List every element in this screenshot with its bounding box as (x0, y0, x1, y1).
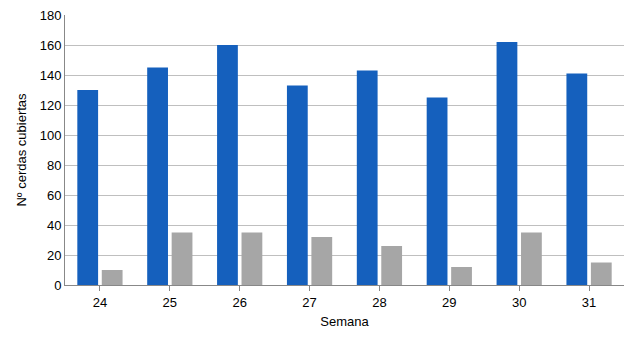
svg-text:31: 31 (582, 295, 596, 310)
svg-text:29: 29 (442, 295, 456, 310)
svg-text:120: 120 (40, 98, 62, 113)
svg-text:Semana: Semana (320, 314, 369, 329)
svg-text:100: 100 (40, 128, 62, 143)
svg-text:140: 140 (40, 68, 62, 83)
svg-text:180: 180 (40, 8, 62, 23)
svg-text:30: 30 (512, 295, 526, 310)
svg-text:60: 60 (47, 188, 61, 203)
svg-text:40: 40 (47, 218, 61, 233)
svg-text:20: 20 (47, 248, 61, 263)
svg-text:0: 0 (54, 278, 61, 293)
svg-text:27: 27 (302, 295, 316, 310)
svg-text:160: 160 (40, 38, 62, 53)
svg-text:28: 28 (372, 295, 386, 310)
svg-text:Nº cerdas cubiertas: Nº cerdas cubiertas (14, 93, 29, 207)
svg-text:80: 80 (47, 158, 61, 173)
svg-text:25: 25 (163, 295, 177, 310)
svg-text:26: 26 (232, 295, 246, 310)
svg-text:24: 24 (93, 295, 107, 310)
